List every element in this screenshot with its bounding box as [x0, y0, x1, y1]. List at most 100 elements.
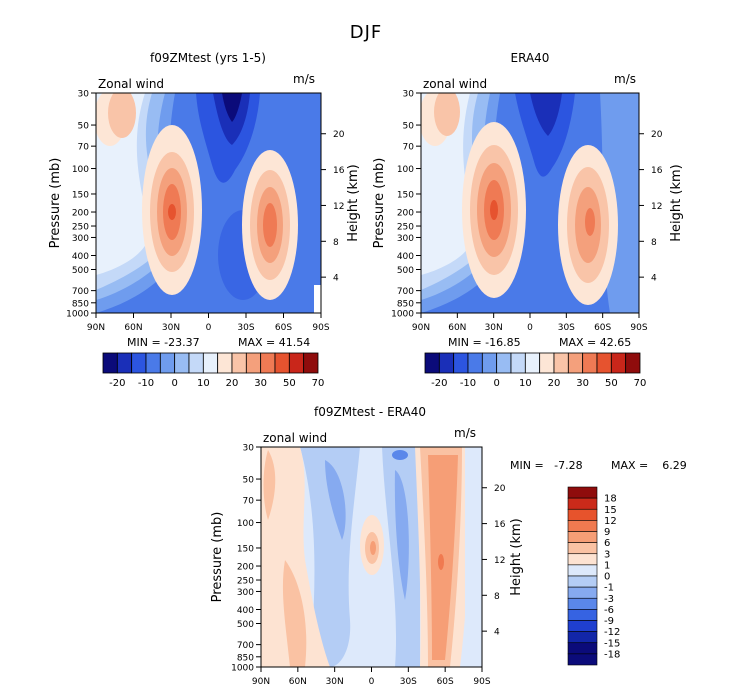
colorbar-swatch	[102, 352, 118, 374]
contour-band	[263, 203, 277, 247]
colorbar-swatch	[438, 352, 455, 374]
y-right-tick-label: 12	[333, 202, 344, 212]
y-right-tick-label: 12	[651, 202, 662, 212]
colorbar-label: 50	[605, 378, 618, 389]
panel-model-colorbar: -20 -10 0 10 20 30 50 70	[102, 352, 325, 389]
colorbar-label: 1	[604, 560, 610, 571]
colorbar-label: 10	[519, 378, 532, 389]
y-tick-label: 30	[243, 444, 255, 454]
colorbar-label: 30	[576, 378, 589, 389]
y-tick-label: 850	[397, 299, 414, 309]
colorbar-swatch	[159, 352, 176, 374]
contour-band	[288, 93, 321, 313]
colorbar-label: -18	[604, 649, 620, 660]
y-tick-label: 250	[397, 223, 414, 233]
x-tick-label: 30S	[558, 323, 575, 333]
y-tick-label: 700	[72, 287, 89, 297]
contour-band	[585, 208, 595, 236]
y-tick-label: 850	[237, 653, 254, 663]
colorbar-label: -3	[604, 594, 614, 605]
y-tick-label: 300	[397, 234, 414, 244]
panel-diff-min: MIN = -7.28	[510, 459, 583, 472]
panel-diff-ylabel-right: Height (km)	[509, 518, 524, 595]
colorbar-swatch	[567, 542, 598, 555]
colorbar-swatch	[567, 497, 598, 510]
y-tick-label: 70	[243, 497, 255, 507]
panel-diff: f09ZMtest - ERA40 zonal wind m/s 3050701…	[210, 405, 687, 687]
colorbar-swatch	[467, 352, 483, 374]
colorbar-swatch	[231, 352, 247, 374]
y-tick-label: 1000	[66, 310, 89, 320]
colorbar-swatch	[288, 352, 305, 374]
colorbar-swatch	[116, 352, 133, 374]
colorbar-swatch	[496, 352, 512, 374]
y-right-tick-label: 16	[651, 166, 663, 176]
colorbar-swatch	[596, 352, 612, 374]
contour-band	[394, 470, 409, 600]
colorbar-swatch	[188, 352, 204, 374]
contour-band	[282, 560, 307, 667]
x-tick-label: 30N	[326, 677, 344, 687]
y-tick-label: 200	[237, 563, 254, 573]
colorbar-label: 70	[634, 378, 647, 389]
colorbar-swatch	[245, 352, 262, 374]
y-tick-label: 100	[72, 165, 89, 175]
colorbar-swatch	[481, 352, 498, 374]
y-right-tick-label: 12	[494, 556, 505, 566]
y-tick-label: 200	[397, 209, 414, 219]
panel-obs-ylabel: Pressure (mb)	[372, 158, 387, 249]
y-tick-label: 500	[72, 266, 89, 276]
y-right-tick-label: 20	[494, 484, 506, 494]
x-tick-label: 0	[527, 323, 533, 333]
y-right-tick-label: 20	[333, 130, 345, 140]
colorbar-swatch	[202, 352, 219, 374]
x-tick-label: 30S	[237, 323, 254, 333]
panel-obs-max: MAX = 42.65	[559, 336, 631, 349]
y-tick-label: 250	[237, 577, 254, 587]
panel-model-field-label: Zonal wind	[98, 77, 164, 91]
colorbar-swatch	[567, 620, 598, 632]
colorbar-label: -1	[604, 583, 614, 594]
y-tick-label: 700	[237, 641, 254, 651]
y-right-tick-label: 16	[494, 520, 506, 530]
colorbar-swatch	[174, 352, 190, 374]
panel-model-max: MAX = 41.54	[238, 336, 310, 349]
panel-obs-units: m/s	[614, 72, 636, 86]
colorbar-label: 70	[312, 378, 325, 389]
y-tick-label: 150	[72, 190, 89, 200]
y-tick-label: 50	[78, 122, 90, 132]
x-tick-label: 60N	[124, 323, 142, 333]
panel-model-title: f09ZMtest (yrs 1-5)	[150, 51, 266, 65]
panel-diff-units: m/s	[454, 426, 476, 440]
y-tick-label: 200	[72, 209, 89, 219]
colorbar-label: -20	[431, 378, 447, 389]
x-tick-label: 30N	[485, 323, 503, 333]
x-tick-label: 90N	[252, 677, 270, 687]
y-tick-label: 30	[403, 90, 415, 100]
contour-band	[314, 285, 321, 313]
x-tick-label: 60S	[275, 323, 292, 333]
y-tick-label: 100	[397, 165, 414, 175]
colorbar-swatch	[553, 352, 569, 374]
y-tick-label: 50	[403, 122, 415, 132]
colorbar-label: -10	[138, 378, 154, 389]
y-tick-label: 70	[78, 143, 90, 153]
panel-obs-min: MIN = -16.85	[448, 336, 521, 349]
contour-band	[530, 93, 562, 136]
x-tick-label: 60S	[437, 677, 454, 687]
colorbar-swatch	[567, 586, 598, 599]
colorbar-swatch	[567, 553, 598, 566]
colorbar-swatch	[567, 508, 598, 521]
panel-model-ylabel-right: Height (km)	[346, 164, 361, 241]
colorbar-swatch	[217, 352, 233, 374]
y-tick-label: 250	[72, 223, 89, 233]
colorbar-swatch	[567, 631, 598, 644]
y-right-tick-label: 8	[333, 238, 339, 248]
x-tick-label: 90S	[630, 323, 647, 333]
colorbar-swatch	[625, 352, 641, 374]
colorbar-label: 12	[604, 516, 617, 527]
